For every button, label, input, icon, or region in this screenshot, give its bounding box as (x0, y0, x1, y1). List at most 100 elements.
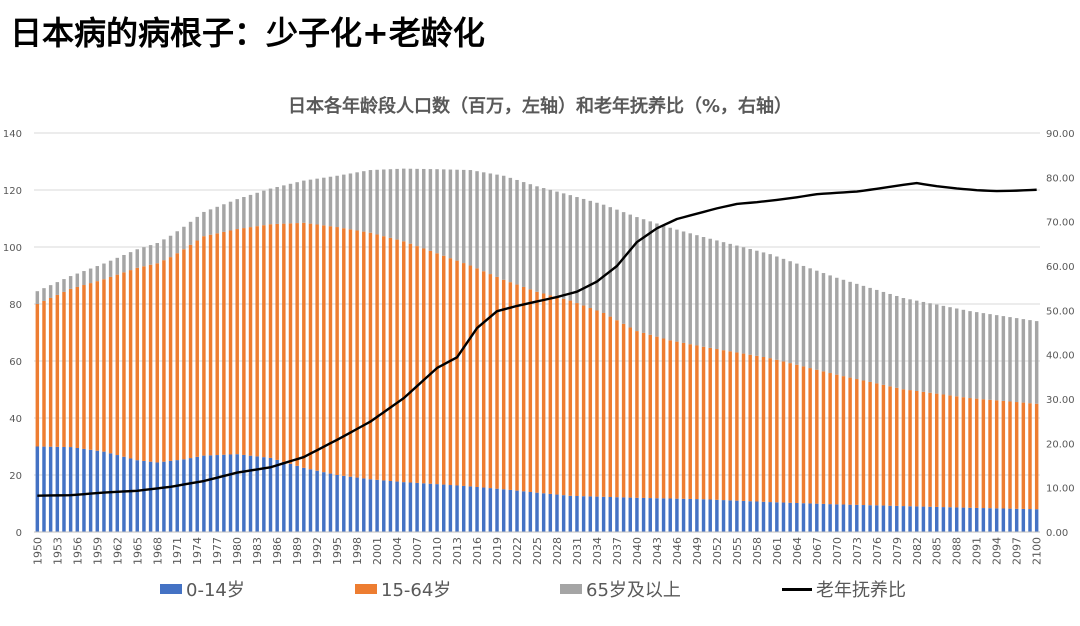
bar-0-14 (402, 482, 406, 533)
bar-65-plus (215, 206, 219, 234)
x-tick-label: 1968 (151, 537, 164, 565)
bar-0-14 (328, 473, 333, 532)
bar-0-14 (508, 489, 513, 532)
bar-15-64 (62, 291, 66, 447)
bar-0-14 (935, 506, 939, 532)
bar-0-14 (621, 497, 626, 532)
y-right-tick-label: 60.00 (1046, 262, 1075, 273)
bar-65-plus (735, 245, 739, 353)
bar-15-64 (728, 351, 732, 501)
bar-0-14 (561, 495, 566, 532)
bar-65-plus (608, 207, 613, 317)
bar-15-64 (768, 358, 772, 503)
bar-0-14 (775, 502, 779, 532)
bar-65-plus (468, 170, 473, 266)
bar-15-64 (168, 257, 173, 461)
bar-15-64 (275, 223, 279, 460)
bar-0-14 (901, 506, 906, 532)
bar-65-plus (288, 183, 293, 224)
bar-65-plus (808, 268, 812, 369)
bar-0-14 (128, 458, 133, 532)
bar-15-64 (994, 400, 999, 509)
bar-0-14 (788, 502, 792, 532)
bar-65-plus (994, 315, 999, 401)
bar-65-plus (415, 168, 419, 247)
bar-0-14 (435, 484, 439, 532)
bar-15-64 (555, 297, 559, 495)
bar-65-plus (255, 192, 259, 227)
x-tick-label: 2055 (731, 537, 744, 565)
bar-0-14 (595, 496, 599, 532)
bar-15-64 (388, 237, 393, 481)
legend-item-dependency: 老年抚养比 (782, 576, 906, 602)
bar-15-64 (528, 289, 533, 492)
bar-0-14 (295, 465, 299, 532)
x-tick-label: 1980 (231, 537, 244, 565)
bar-15-64 (948, 395, 952, 508)
bar-15-64 (488, 274, 493, 489)
bar-0-14 (481, 487, 486, 532)
bar-65-plus (641, 219, 646, 333)
legend-label-15-64: 15-64岁 (381, 580, 452, 601)
bar-15-64 (855, 379, 859, 505)
legend-label-dependency: 老年抚养比 (816, 580, 906, 601)
bar-0-14 (948, 507, 952, 532)
bar-15-64 (755, 355, 759, 502)
bar-15-64 (601, 312, 606, 497)
bar-65-plus (308, 179, 313, 224)
y-left-tick-label: 100 (3, 243, 22, 254)
x-tick-label: 2097 (1011, 537, 1024, 565)
bar-65-plus (348, 173, 353, 230)
bar-65-plus (202, 211, 206, 237)
bar-65-plus (801, 265, 806, 367)
x-tick-label: 2070 (831, 537, 844, 565)
bar-15-64 (122, 272, 126, 457)
bar-0-14 (828, 504, 832, 532)
bar-65-plus (175, 231, 179, 254)
bar-15-64 (561, 298, 566, 496)
bar-0-14 (728, 500, 732, 532)
bar-15-64 (95, 281, 100, 451)
bar-0-14 (748, 501, 752, 532)
bar-65-plus (848, 281, 852, 378)
bar-0-14 (548, 493, 553, 532)
bar-0-14 (601, 496, 606, 532)
bar-0-14 (195, 456, 199, 532)
bar-15-64 (721, 350, 726, 501)
bar-0-14 (715, 499, 719, 532)
bar-0-14 (708, 499, 712, 532)
bar-15-64 (481, 271, 486, 488)
x-tick-label: 2085 (931, 537, 944, 565)
x-tick-label: 1953 (51, 537, 64, 565)
line-layer (37, 181, 1037, 497)
bar-65-plus (448, 169, 453, 259)
bar-15-64 (635, 331, 639, 498)
bar-65-plus (901, 298, 906, 390)
bar-15-64 (382, 236, 386, 481)
bar-65-plus (268, 188, 273, 225)
bar-15-64 (428, 250, 433, 484)
bar-0-14 (841, 504, 846, 532)
bar-0-14 (921, 506, 926, 532)
bar-0-14 (428, 483, 433, 532)
bar-15-64 (1034, 403, 1039, 510)
bar-65-plus (1028, 320, 1032, 404)
bar-15-64 (841, 376, 846, 505)
bar-65-plus (628, 214, 632, 328)
bar-layer (35, 168, 1039, 533)
bar-0-14 (608, 497, 613, 532)
bar-15-64 (348, 229, 353, 477)
bar-0-14 (135, 460, 139, 532)
bar-0-14 (735, 500, 739, 532)
bar-65-plus (335, 175, 339, 228)
bar-65-plus (402, 168, 406, 242)
legend-swatch-65-plus (560, 584, 582, 594)
bar-0-14 (721, 500, 726, 532)
bar-0-14 (961, 507, 966, 532)
bar-65-plus (915, 300, 919, 391)
bar-15-64 (921, 391, 926, 507)
dependency-ratio-line (37, 181, 1037, 497)
bar-0-14 (555, 494, 559, 532)
bar-0-14 (795, 502, 799, 532)
bar-65-plus (382, 169, 386, 237)
